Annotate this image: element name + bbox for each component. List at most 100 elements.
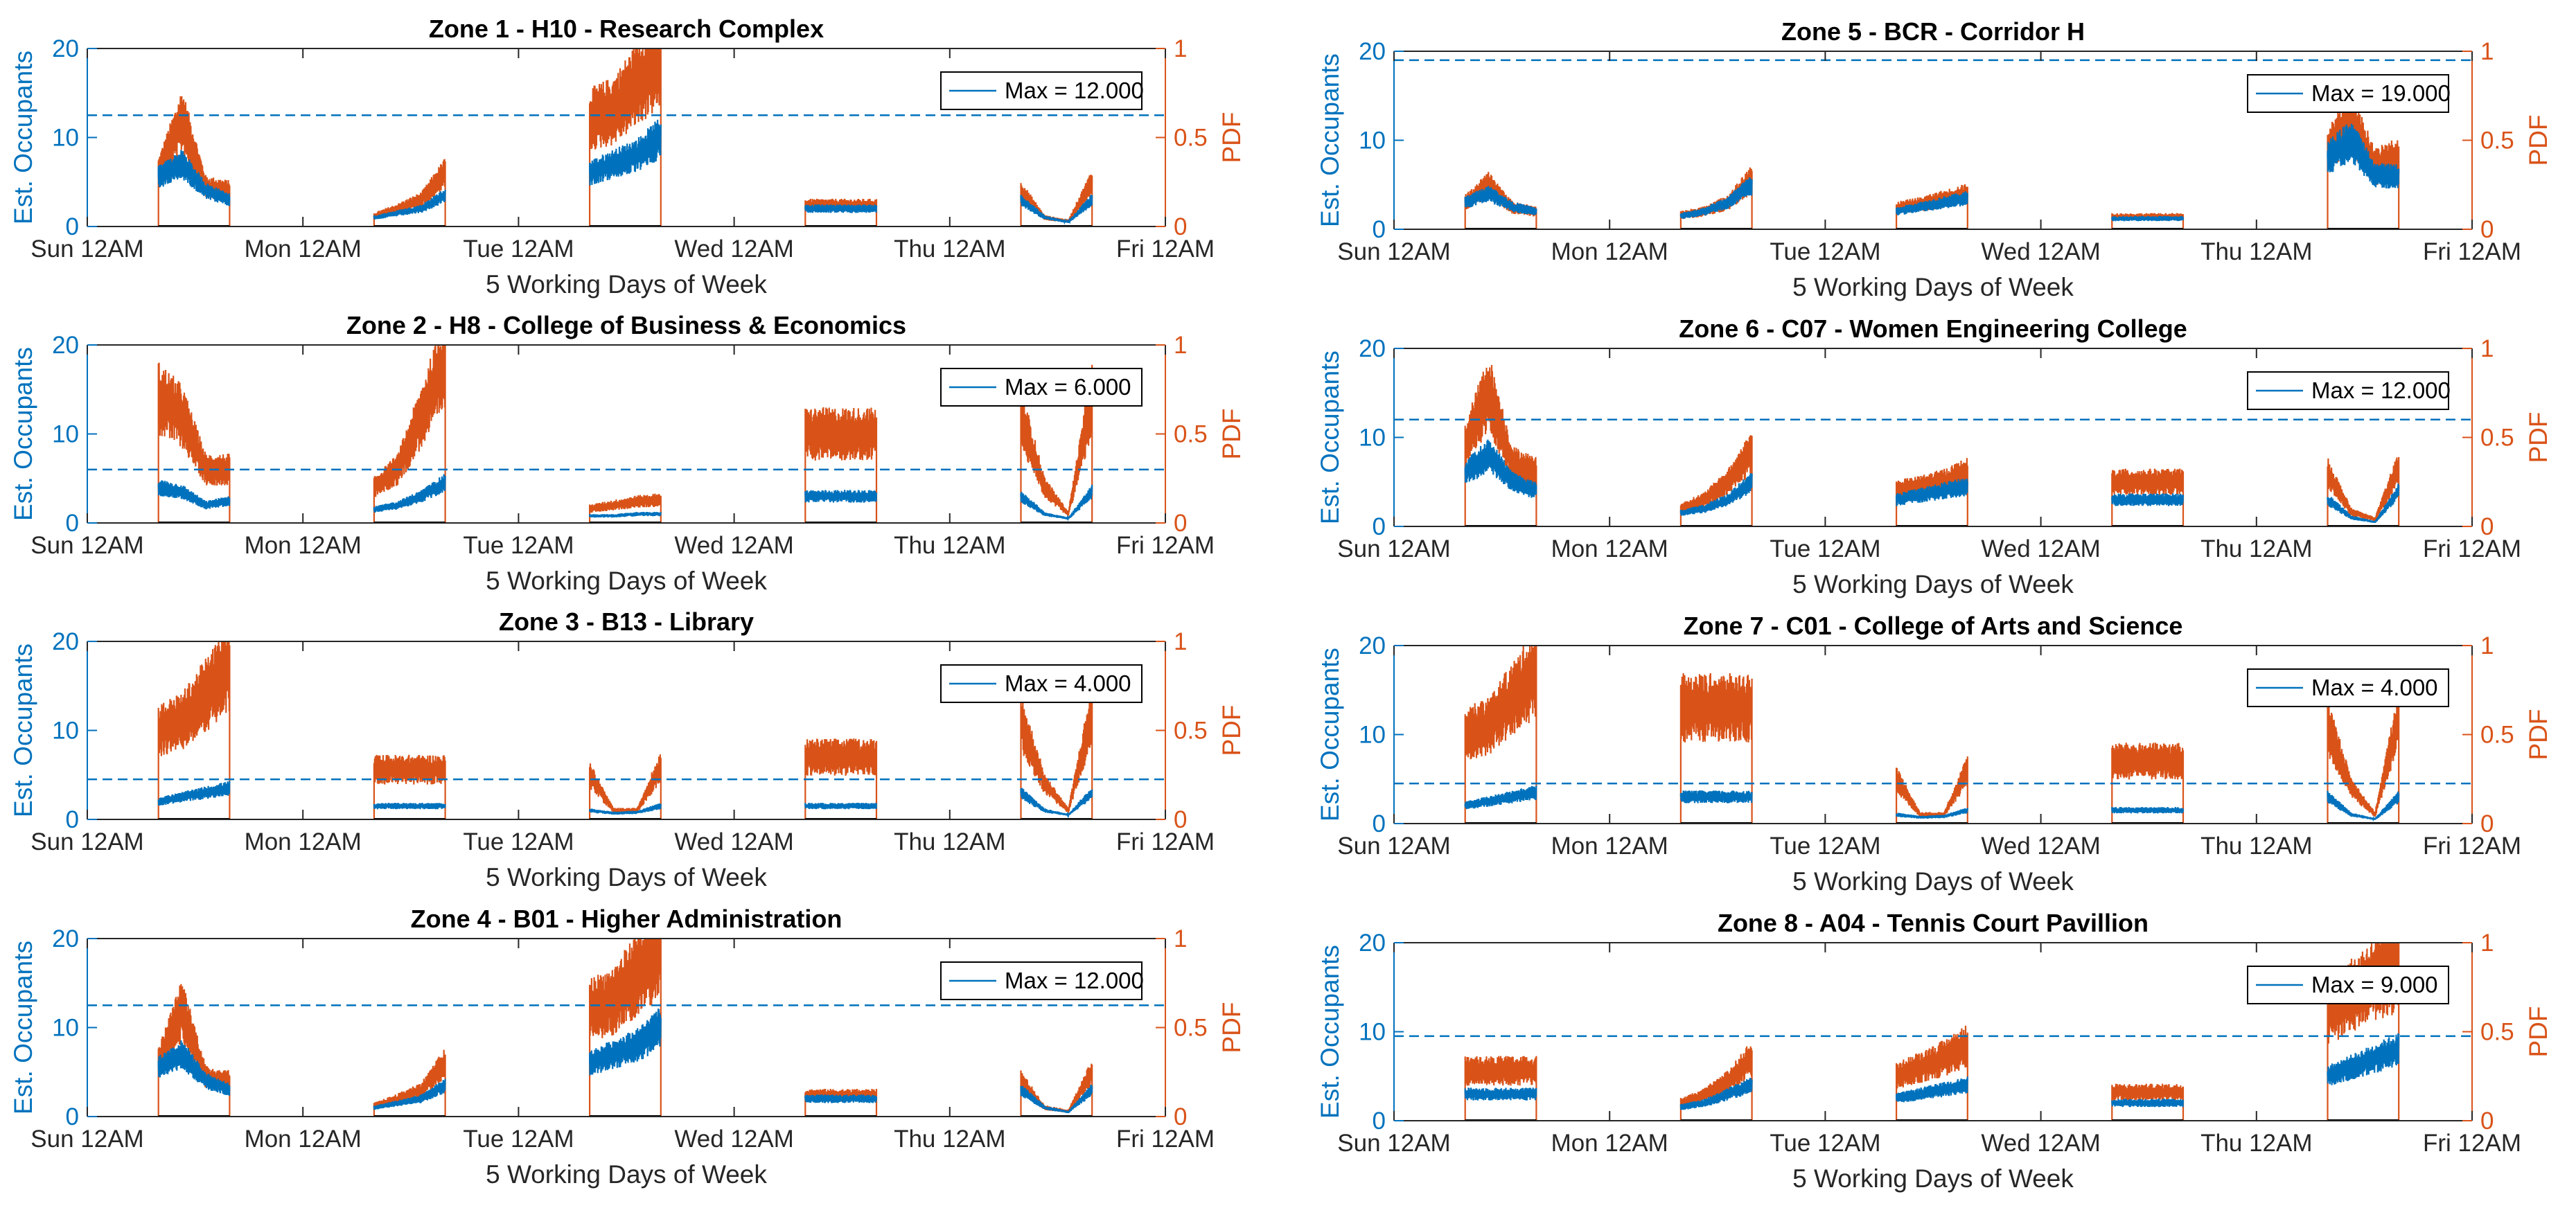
right-y-tick-label: 0.5 <box>2480 127 2514 154</box>
x-tick-label: Tue 12AM <box>463 1126 574 1153</box>
legend-label: Max = 12.000 <box>1005 78 1144 103</box>
pdf-segment-4 <box>804 198 878 226</box>
x-tick-label: Thu 12AM <box>2200 833 2312 860</box>
pdf-segment-2 <box>1679 673 1753 824</box>
occupancy-segment-4 <box>2111 215 2185 222</box>
x-tick-label: Mon 12AM <box>1551 535 1668 562</box>
occupancy-segment-1 <box>157 1040 231 1096</box>
legend-label: Max = 19.000 <box>2311 80 2451 106</box>
legend: Max = 12.000 <box>940 961 1144 1000</box>
occupancy-series <box>1464 123 2400 222</box>
x-tick-label: Mon 12AM <box>245 828 362 855</box>
chart-panel-1: Sun 12AM Mon 12AM Tue 12AM Wed 12AM Thu 12AM… <box>9 15 1246 299</box>
pdf-segment-5 <box>1020 364 1093 523</box>
pdf-segment-1 <box>157 984 231 1117</box>
legend: Max = 9.000 <box>2247 966 2449 1004</box>
x-tick-label: Tue 12AM <box>1770 833 1880 860</box>
x-tick-label: Mon 12AM <box>1551 1130 1668 1157</box>
pdf-segment-5 <box>1020 1063 1093 1117</box>
left-y-tick-label: 0 <box>66 213 79 240</box>
x-tick-label: Wed 12AM <box>1981 535 2101 562</box>
pdf-series <box>1464 645 2400 824</box>
x-tick-label: Sun 12AM <box>1337 1130 1450 1157</box>
x-tick-label: Fri 12AM <box>1116 532 1215 559</box>
occupancy-segment-3 <box>589 1009 662 1076</box>
occupancy-segment-5 <box>2327 123 2400 189</box>
pdf-segment-2 <box>1679 435 1753 526</box>
x-axis-label: 5 Working Days of Week <box>486 863 767 891</box>
chart-panel-8: Sun 12AM Mon 12AM Tue 12AM Wed 12AM Thu 12AM… <box>1316 909 2552 1193</box>
x-tick-label: Sun 12AM <box>1337 535 1450 562</box>
occupancy-segment-1 <box>1464 1087 1537 1101</box>
x-tick-label: Wed 12AM <box>674 1126 794 1153</box>
x-axis-label: 5 Working Days of Week <box>486 567 767 595</box>
legend-label: Max = 12.000 <box>2311 377 2451 403</box>
right-y-axis-label: PDF <box>2524 709 2552 761</box>
legend: Max = 4.000 <box>2247 668 2449 707</box>
chart-panel-2: Sun 12AM Mon 12AM Tue 12AM Wed 12AM Thu 12AM… <box>9 311 1246 595</box>
left-y-tick-label: 20 <box>52 332 79 359</box>
x-tick-label: Wed 12AM <box>1981 833 2101 860</box>
right-y-axis-label: PDF <box>2524 1006 2552 1058</box>
occupancy-segment-4 <box>804 204 878 213</box>
left-y-tick-label: 10 <box>1359 722 1386 749</box>
left-y-tick-label: 20 <box>52 628 79 655</box>
x-tick-label: Fri 12AM <box>2423 535 2521 562</box>
occupancy-segment-2 <box>373 189 446 220</box>
chart-title: Zone 8 - A04 - Tennis Court Pavillion <box>1718 909 2149 937</box>
pdf-segment-4 <box>2111 743 2185 824</box>
pdf-segment-1 <box>1464 172 1537 229</box>
occupancy-series <box>157 474 1093 522</box>
left-y-tick-label: 20 <box>1359 930 1386 957</box>
left-y-axis-label: Est. Occupants <box>9 941 37 1114</box>
occupancy-segment-1 <box>157 480 231 510</box>
right-y-tick-label: 0.5 <box>2480 425 2514 452</box>
right-y-tick-label: 0 <box>1174 213 1187 240</box>
occupancy-segment-4 <box>804 1094 878 1103</box>
right-y-axis-label: PDF <box>1217 1002 1246 1054</box>
legend: Max = 12.000 <box>940 71 1144 110</box>
occupancy-segment-5 <box>2327 1033 2400 1085</box>
pdf-segment-3 <box>589 754 662 819</box>
pdf-series <box>157 938 1093 1117</box>
occupancy-segment-3 <box>1896 808 1968 819</box>
x-tick-label: Fri 12AM <box>1116 236 1215 263</box>
right-y-tick-label: 1 <box>1174 35 1187 62</box>
left-y-tick-label: 0 <box>66 510 79 537</box>
right-y-axis-label: PDF <box>1217 409 1246 460</box>
legend-label: Max = 6.000 <box>1005 374 1131 400</box>
pdf-segment-5 <box>2327 686 2400 824</box>
pdf-series <box>157 641 1093 819</box>
left-y-axis-label: Est. Occupants <box>1316 350 1344 524</box>
x-tick-label: Sun 12AM <box>30 236 143 263</box>
occupancy-segment-4 <box>2111 807 2185 814</box>
left-y-tick-label: 10 <box>52 421 79 448</box>
occupancy-series <box>157 119 1093 225</box>
x-tick-label: Tue 12AM <box>463 828 574 855</box>
x-tick-label: Thu 12AM <box>2200 238 2312 265</box>
legend-label: Max = 12.000 <box>1005 968 1144 993</box>
left-y-tick-label: 20 <box>52 35 79 62</box>
chart-panel-6: Sun 12AM Mon 12AM Tue 12AM Wed 12AM Thu 12AM… <box>1316 314 2552 598</box>
chart-title: Zone 3 - B13 - Library <box>499 607 754 636</box>
occupancy-segment-5 <box>2327 483 2400 523</box>
pdf-segment-2 <box>373 344 446 523</box>
x-axis-label: 5 Working Days of Week <box>486 270 767 299</box>
left-y-tick-label: 0 <box>1373 513 1386 540</box>
right-y-tick-label: 0 <box>1174 806 1187 833</box>
right-y-tick-label: 0 <box>1174 1103 1187 1130</box>
x-tick-label: Mon 12AM <box>245 1126 362 1153</box>
left-y-tick-label: 0 <box>66 1103 79 1130</box>
occupancy-segment-3 <box>589 511 662 518</box>
left-y-tick-label: 20 <box>1359 335 1386 362</box>
legend: Max = 12.000 <box>2247 371 2451 410</box>
left-y-axis-label: Est. Occupants <box>9 643 37 817</box>
right-y-tick-label: 0.5 <box>1174 718 1208 745</box>
pdf-segment-3 <box>1896 1025 1968 1121</box>
legend: Max = 4.000 <box>940 664 1143 703</box>
occupancy-segment-2 <box>373 1078 446 1110</box>
legend: Max = 6.000 <box>940 368 1143 407</box>
chart-panel-3: Sun 12AM Mon 12AM Tue 12AM Wed 12AM Thu 12AM… <box>9 607 1246 891</box>
x-axis-label: 5 Working Days of Week <box>1792 1164 2074 1193</box>
left-y-axis-label: Est. Occupants <box>1316 53 1344 227</box>
